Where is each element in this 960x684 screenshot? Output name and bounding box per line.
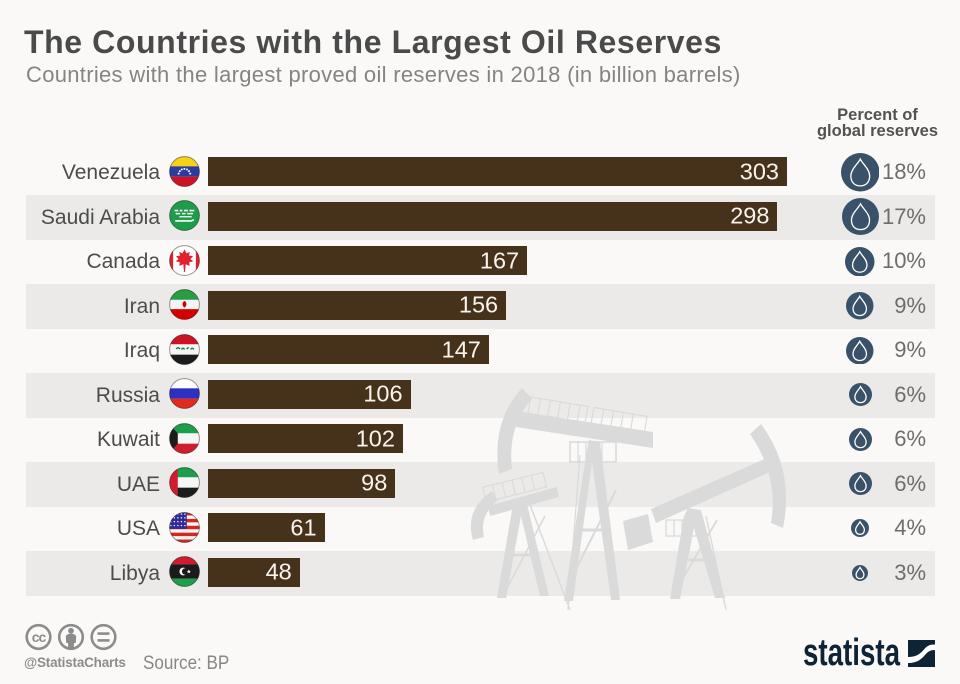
- svg-text:cc: cc: [32, 629, 47, 645]
- svg-text:statista: statista: [803, 634, 901, 670]
